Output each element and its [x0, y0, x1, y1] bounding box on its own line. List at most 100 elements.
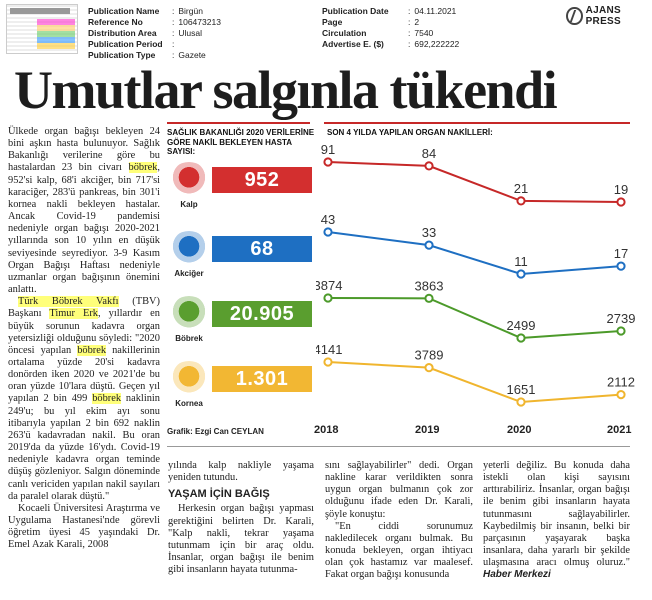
x-tick-label: 2019	[415, 424, 440, 436]
meta-left: Publication Name: Birgün Reference No:1064…	[88, 6, 221, 61]
data-label: 84	[422, 146, 436, 161]
text-segment: Ülkede organ bağışı bekleyen 24 bini aşk…	[8, 126, 160, 174]
data-point	[323, 293, 333, 303]
meta-value: Gazete	[178, 50, 206, 60]
data-point	[616, 389, 626, 400]
graphic-credit: Grafik: Ezgi Can CEYLAN	[167, 427, 264, 436]
ajans-press-logo-icon	[566, 7, 583, 25]
meta-row: Circulation:7540	[322, 28, 434, 38]
data-point	[616, 261, 626, 271]
data-point	[323, 357, 333, 367]
data-label: 21	[514, 181, 528, 196]
data-point	[424, 363, 434, 373]
data-point	[424, 161, 434, 171]
waiting-count-bar: 68	[212, 236, 312, 262]
x-tick-label: 2020	[507, 424, 532, 436]
data-label: 3789	[415, 348, 444, 363]
publisher-logo: AJANS PRESS	[566, 5, 652, 27]
data-label: 2112	[607, 375, 635, 390]
meta-value: 7540	[414, 28, 434, 38]
meta-value: Birgün	[178, 6, 203, 16]
waiting-count-bar: 952	[212, 167, 312, 193]
data-label: 3863	[415, 278, 444, 293]
logo-text: AJANS PRESS	[585, 5, 621, 27]
text-segment: nakillerinin ortalama yüzde 20'si kadavr…	[8, 344, 160, 405]
meta-value: 2	[414, 17, 420, 27]
divider	[167, 446, 630, 447]
series-line-böbrek	[327, 297, 622, 340]
article-column-1: Ülkede organ bağışı bekleyen 24 bini aşk…	[8, 126, 160, 551]
data-label: 2499	[507, 318, 536, 333]
text-segment: (TBV) Başkanı	[8, 296, 160, 320]
highlighted-keyword: böbrek	[128, 162, 158, 174]
data-point	[424, 240, 434, 250]
x-tick-label: 2018	[314, 424, 339, 436]
meta-right: Publication Date:04.11.2021 Page:2 Circula…	[322, 6, 459, 50]
data-label: 3874	[316, 278, 342, 293]
headline: Umutlar salgınla tükendi	[14, 60, 558, 120]
paragraph: sını sağlayabilirler" dedi. Organ naklin…	[325, 460, 473, 520]
meta-row: Advertise E. ($):692,222222	[322, 39, 460, 49]
meta-key: Publication Date	[322, 6, 389, 16]
highlighted-keyword: böbrek	[77, 344, 107, 356]
meta-row: Publication Type: Gazete	[88, 50, 206, 60]
meta-key: Advertise E. ($)	[322, 39, 384, 49]
data-point	[323, 157, 333, 167]
highlighted-keyword: böbrek	[92, 393, 122, 405]
data-label: 33	[422, 225, 436, 240]
meta-row: Publication Name: Birgün	[88, 6, 203, 16]
organ-label: Böbrek	[175, 334, 203, 343]
text-segment: , yıllardır en büyük sorunun kadavra org…	[8, 308, 160, 356]
signature: Haber Merkezi	[483, 569, 551, 581]
meta-value: Ulusal	[178, 28, 202, 38]
paragraph: Herkesin organ bağışı yapması gerektiğin…	[168, 503, 314, 576]
data-label: 11	[514, 254, 528, 269]
infographic-left-title: SAĞLIK BAKANLIĞI 2020 VERİLERİNE GÖRE NA…	[167, 128, 315, 156]
meta-row: Publication Date:04.11.2021	[322, 6, 457, 16]
data-point	[516, 269, 526, 279]
eye-icon	[170, 361, 208, 395]
waiting-count-bar: 1.301	[212, 366, 312, 392]
data-label: 91	[321, 142, 335, 157]
data-label: 43	[321, 212, 335, 227]
meta-key: Distribution Area	[88, 28, 157, 38]
series-line-akciğer	[327, 231, 622, 276]
meta-key: Reference No	[88, 17, 143, 27]
meta-key: Publication Name	[88, 6, 160, 16]
text-segment: , 952'si kalp, 68'i akciğer, bin 717'si …	[8, 162, 160, 296]
data-point	[516, 333, 526, 343]
meta-key: Page	[322, 17, 343, 27]
text-segment: Kocaeli Üniversitesi Araştırma ve Uygula…	[8, 502, 160, 551]
paragraph: Ülkede organ bağışı bekleyen 24 bini aşk…	[8, 126, 160, 296]
series-line-kalp	[327, 161, 622, 203]
data-label: 2739	[607, 311, 636, 326]
paragraph: "En ciddi sorunumuz nakledilecek organı …	[325, 520, 473, 581]
organ-label: Kalp	[180, 200, 198, 209]
meta-value: 106473213	[178, 17, 221, 27]
waiting-count-bar: 20.905	[212, 301, 312, 327]
meta-key: Publication Type	[88, 50, 156, 60]
meta-key: Publication Period	[88, 39, 163, 49]
data-point	[424, 293, 434, 303]
organ-label: Akciğer	[174, 269, 204, 278]
transplant-line-chart: 91 84 21 19 43 33 11 17 3874 3863 2499 2739 4141 3789…	[316, 142, 636, 407]
highlighted-keyword: Türk Böbrek Vakfı	[18, 296, 119, 308]
paragraph: Kocaeli Üniversitesi Araştırma ve Uygula…	[8, 503, 160, 552]
paragraph: yılında kalp nakliyle yaşama yeniden tut…	[168, 460, 314, 484]
heart-icon	[170, 162, 208, 196]
subheading: YAŞAM İÇİN BAĞIŞ	[168, 488, 270, 501]
article-column-2: yılında kalp nakliyle yaşama yeniden tut…	[168, 460, 314, 576]
divider	[324, 122, 630, 124]
meta-value: 04.11.2021	[414, 6, 457, 16]
meta-key: Circulation	[322, 28, 367, 38]
meta-row: Page:2	[322, 17, 420, 27]
meta-value: 692,222222	[414, 39, 460, 49]
x-tick-label: 2021	[607, 424, 632, 436]
data-point	[616, 197, 626, 207]
page-thumbnail	[6, 4, 78, 54]
data-point	[616, 326, 626, 336]
data-point	[516, 397, 526, 407]
series-line-kornea	[327, 361, 622, 404]
highlighted-keyword: Timur Erk	[49, 308, 99, 320]
article-column-3: sını sağlayabilirler" dedi. Organ naklin…	[325, 460, 473, 582]
